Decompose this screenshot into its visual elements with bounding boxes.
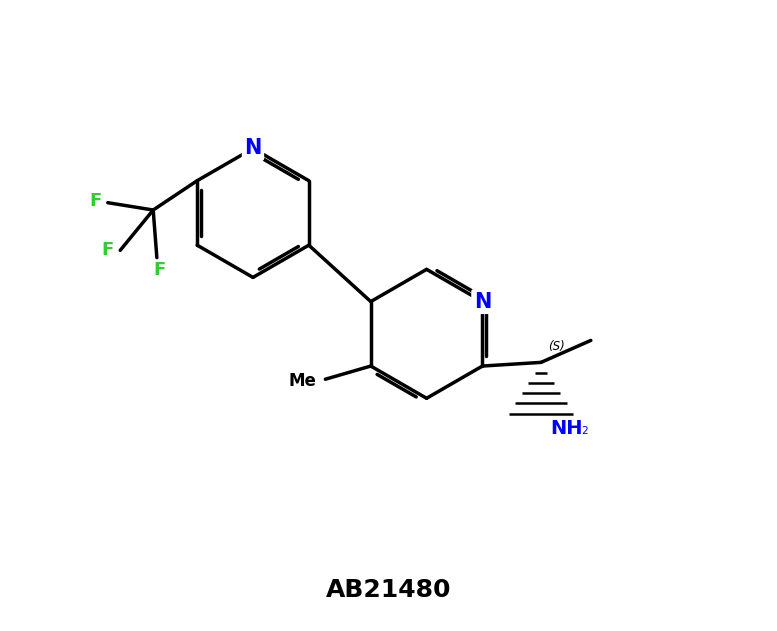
Text: NH: NH — [550, 419, 582, 438]
Text: F: F — [89, 192, 102, 210]
Text: (S): (S) — [549, 340, 565, 353]
Text: N: N — [244, 138, 262, 158]
Text: F: F — [153, 261, 166, 279]
Text: $_2$: $_2$ — [581, 422, 589, 437]
Text: AB21480: AB21480 — [326, 578, 451, 602]
Text: N: N — [474, 292, 491, 312]
Text: Me: Me — [289, 372, 316, 390]
Text: F: F — [102, 241, 114, 259]
